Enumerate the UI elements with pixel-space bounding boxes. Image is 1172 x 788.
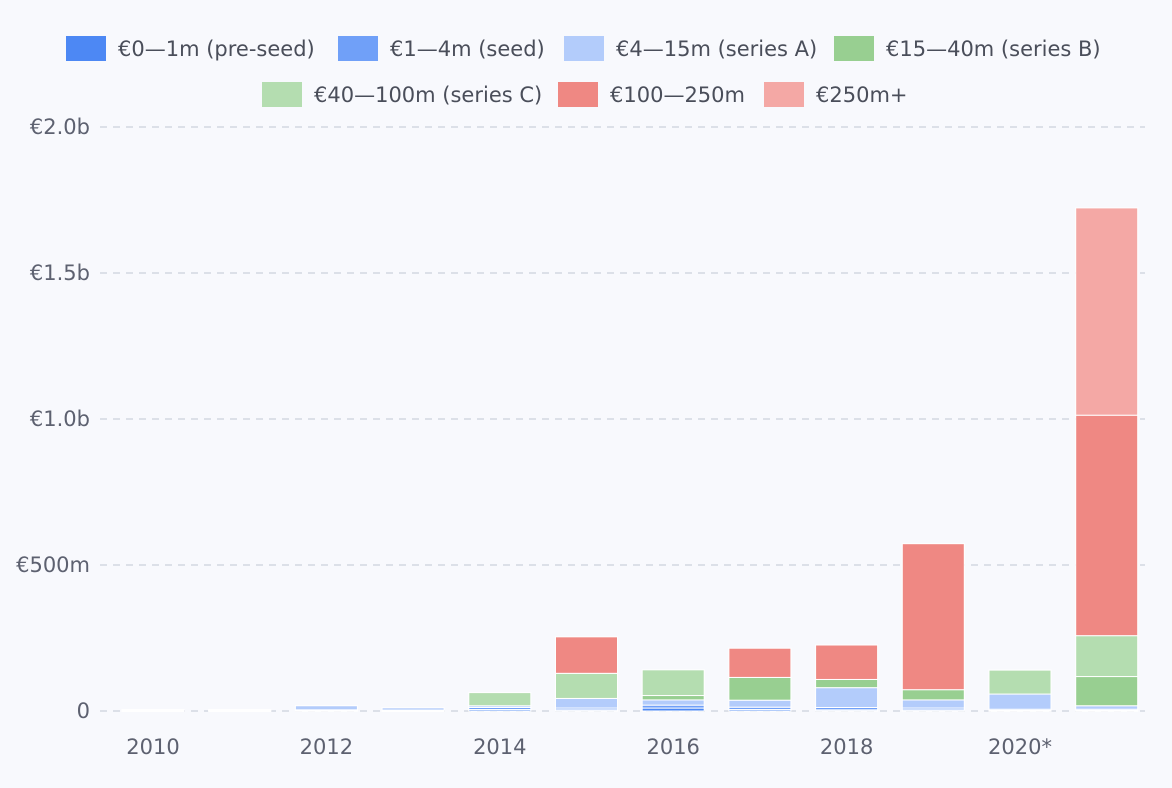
x-tick-label: 2018 (820, 735, 873, 759)
bar-segment (209, 710, 271, 711)
bars (122, 208, 1138, 712)
y-tick-label: €2.0b (30, 115, 90, 139)
bar-segment (902, 700, 964, 708)
y-tick-label: €1.0b (30, 407, 90, 431)
legend-swatch (558, 82, 598, 107)
bar-segment (816, 645, 878, 679)
x-axis-ticks: 2010 2012 2014 2016 2018 2020* (126, 735, 1052, 759)
legend-swatch (262, 82, 302, 107)
legend-label[interactable]: €1—4m (seed) (390, 37, 545, 61)
bar-segment (122, 710, 184, 711)
bar-segment (729, 648, 791, 677)
legend: €0—1m (pre-seed) €1—4m (seed) €4—15m (seri… (66, 36, 1101, 107)
legend-label[interactable]: €100—250m (610, 83, 745, 107)
legend-swatch (764, 82, 804, 107)
bar-segment (382, 708, 444, 710)
legend-swatch (66, 36, 106, 61)
bar-segment (1076, 636, 1138, 677)
bar-segment (642, 670, 704, 696)
x-tick-label: 2012 (300, 735, 353, 759)
legend-label[interactable]: €4—15m (series A) (616, 37, 817, 61)
bar-segment (1076, 677, 1138, 706)
bar-segment (816, 688, 878, 708)
bar-segment (556, 673, 618, 698)
bar-segment (295, 706, 357, 710)
bar-segment (642, 696, 704, 700)
y-axis-ticks: 0 €500m €1.0b €1.5b €2.0b (16, 115, 90, 723)
bar-segment (729, 677, 791, 700)
x-tick-label: 2016 (646, 735, 699, 759)
legend-swatch (564, 36, 604, 61)
bar-segment (729, 700, 791, 707)
bar-segment (816, 679, 878, 687)
x-tick-label: 2020* (988, 735, 1052, 759)
bar-segment (556, 637, 618, 674)
legend-label[interactable]: €0—1m (pre-seed) (118, 37, 315, 61)
legend-swatch (338, 36, 378, 61)
bar-segment (469, 693, 531, 706)
legend-label[interactable]: €250m+ (816, 83, 908, 107)
x-tick-label: 2010 (126, 735, 179, 759)
y-tick-label: €1.5b (30, 261, 90, 285)
bar-segment (1076, 706, 1138, 710)
y-tick-label: 0 (77, 699, 90, 723)
legend-label[interactable]: €15—40m (series B) (886, 37, 1101, 61)
bar-segment (989, 670, 1051, 694)
bar-segment (1076, 208, 1138, 415)
legend-label[interactable]: €40—100m (series C) (314, 83, 542, 107)
legend-swatch (834, 36, 874, 61)
bar-segment (989, 694, 1051, 709)
bar-segment (556, 698, 618, 708)
bar-segment (902, 690, 964, 700)
x-tick-label: 2014 (473, 735, 526, 759)
bar-segment (902, 544, 964, 690)
gridlines (100, 127, 1145, 711)
y-tick-label: €500m (16, 553, 90, 577)
bar-segment (642, 700, 704, 705)
bar-segment (1076, 415, 1138, 635)
